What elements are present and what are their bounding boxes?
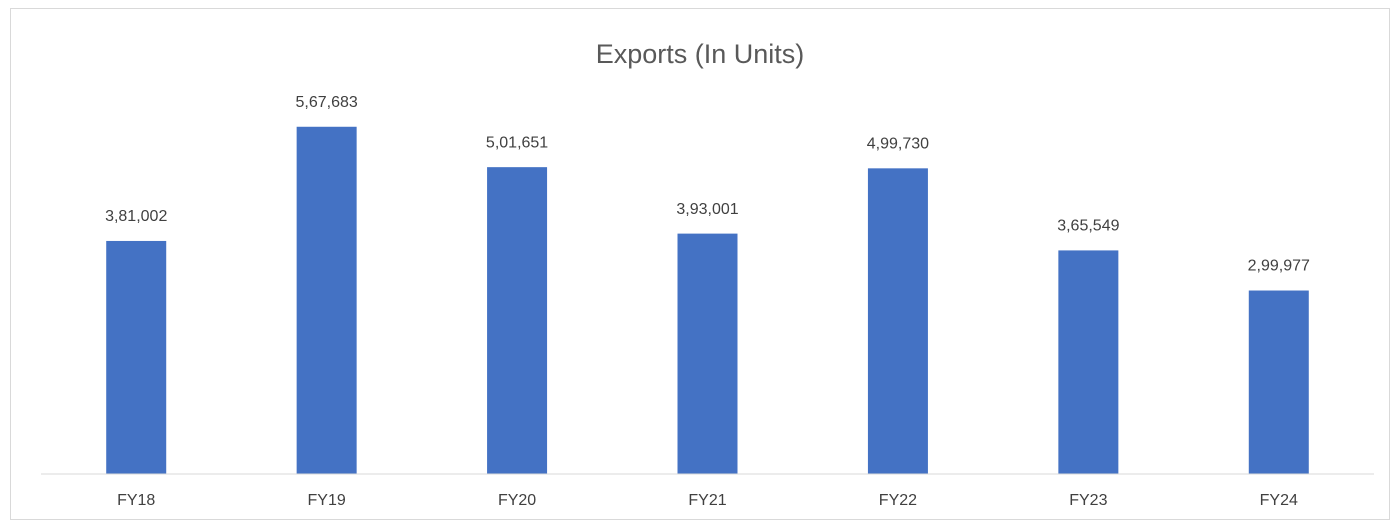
x-tick-label: FY21 xyxy=(688,492,726,509)
x-tick-label: FY20 xyxy=(498,492,536,509)
chart-title: Exports (In Units) xyxy=(596,39,805,69)
x-tick-label: FY19 xyxy=(308,492,346,509)
bar xyxy=(106,240,167,474)
data-label: 4,99,730 xyxy=(867,136,929,153)
data-label: 5,67,683 xyxy=(296,94,358,111)
bar xyxy=(487,167,548,474)
bar xyxy=(1248,290,1309,474)
x-tick-label: FY22 xyxy=(879,492,917,509)
x-tick-label: FY24 xyxy=(1260,492,1298,509)
data-label: 3,93,001 xyxy=(676,201,738,218)
bar xyxy=(296,126,357,474)
bar xyxy=(867,168,928,474)
bar xyxy=(1058,250,1119,474)
x-tick-label: FY23 xyxy=(1069,492,1107,509)
data-label: 3,65,549 xyxy=(1057,218,1119,235)
data-label: 3,81,002 xyxy=(105,208,167,225)
data-label: 5,01,651 xyxy=(486,134,548,151)
data-label: 2,99,977 xyxy=(1248,258,1310,275)
bar xyxy=(677,233,738,474)
x-tick-label: FY18 xyxy=(117,492,155,509)
